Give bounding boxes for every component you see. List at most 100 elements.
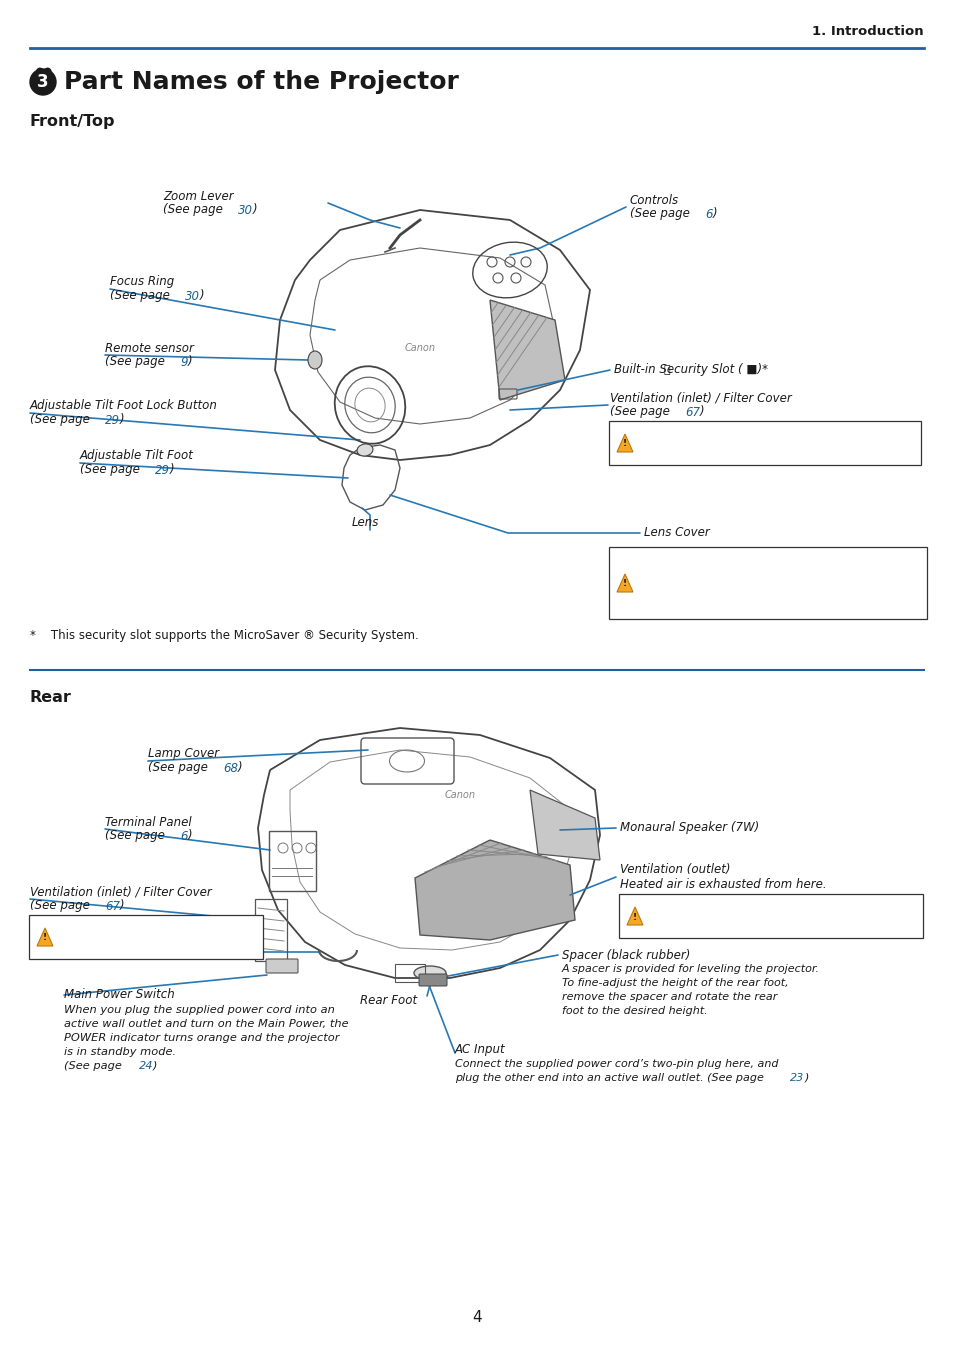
PathPatch shape (490, 301, 564, 400)
Text: 29: 29 (105, 414, 120, 426)
Text: Ventilation (outlet): Ventilation (outlet) (619, 864, 730, 876)
Text: ): ) (120, 899, 125, 913)
Text: or fire can result.: or fire can result. (649, 922, 743, 931)
Polygon shape (617, 574, 633, 592)
Text: Ventilation (inlet) / Filter Cover: Ventilation (inlet) / Filter Cover (609, 391, 791, 404)
Text: (See page: (See page (64, 1061, 126, 1072)
Text: 23: 23 (789, 1073, 803, 1082)
Text: ing projection. The cap can deform or: ing projection. The cap can deform or (639, 580, 837, 590)
Text: Lens: Lens (351, 515, 378, 528)
Text: plug the other end into an active wall outlet. (See page: plug the other end into an active wall o… (455, 1073, 766, 1082)
Polygon shape (626, 907, 642, 925)
Text: 6: 6 (180, 829, 188, 842)
FancyBboxPatch shape (266, 958, 297, 973)
Text: ): ) (700, 406, 704, 418)
Text: Monaural Speaker (7W): Monaural Speaker (7W) (619, 821, 759, 834)
Text: 24: 24 (139, 1061, 153, 1072)
FancyBboxPatch shape (608, 547, 926, 619)
FancyBboxPatch shape (608, 421, 920, 465)
Text: (See page: (See page (80, 464, 144, 476)
Text: !: ! (622, 439, 626, 449)
Text: POWER indicator turns orange and the projector: POWER indicator turns orange and the pro… (64, 1033, 339, 1043)
Ellipse shape (356, 443, 373, 456)
Text: Do not block this vent.: Do not block this vent. (639, 431, 762, 442)
Text: Terminal Panel: Terminal Panel (105, 816, 192, 829)
Text: ): ) (170, 464, 174, 476)
Text: 68: 68 (223, 762, 237, 775)
Text: 3: 3 (37, 73, 49, 92)
Text: ): ) (188, 829, 193, 842)
Text: Remote sensor: Remote sensor (105, 341, 193, 355)
FancyBboxPatch shape (418, 975, 447, 985)
Text: Troubles or fire can result.: Troubles or fire can result. (639, 449, 782, 458)
Ellipse shape (414, 967, 446, 980)
Text: Lamp Cover: Lamp Cover (148, 748, 219, 760)
Text: Troubles or fire can result.: Troubles or fire can result. (60, 942, 203, 953)
Text: (See page: (See page (30, 899, 93, 913)
Text: 4: 4 (472, 1310, 481, 1325)
Text: ): ) (200, 290, 204, 302)
Text: 1. Introduction: 1. Introduction (812, 26, 923, 38)
Text: ): ) (237, 762, 242, 775)
Text: (See page: (See page (110, 290, 173, 302)
Text: 30: 30 (237, 204, 253, 217)
Text: Focus Ring: Focus Ring (110, 275, 174, 288)
Text: ): ) (152, 1061, 157, 1072)
Text: *    This security slot supports the MicroSaver ® Security System.: * This security slot supports the MicroS… (30, 630, 418, 643)
Text: Rear: Rear (30, 690, 71, 705)
Text: Spacer (black rubber): Spacer (black rubber) (561, 949, 690, 961)
Text: ❣: ❣ (30, 67, 55, 97)
Circle shape (30, 69, 56, 94)
Text: ⚿: ⚿ (663, 365, 670, 375)
Text: !: ! (622, 580, 626, 589)
Text: Part Names of the Projector: Part Names of the Projector (64, 70, 458, 94)
Text: ): ) (712, 208, 717, 221)
Polygon shape (37, 927, 53, 946)
Text: When you plug the supplied power cord into an: When you plug the supplied power cord in… (64, 1006, 335, 1015)
Text: (See page: (See page (609, 406, 673, 418)
Text: A spacer is provided for leveling the projector.: A spacer is provided for leveling the pr… (561, 964, 820, 975)
Text: 30: 30 (185, 290, 200, 302)
Text: remove the spacer and rotate the rear: remove the spacer and rotate the rear (561, 992, 777, 1002)
Text: AC Input: AC Input (455, 1043, 505, 1057)
Text: ): ) (253, 204, 257, 217)
FancyBboxPatch shape (618, 894, 923, 938)
FancyBboxPatch shape (29, 915, 263, 958)
Text: 6: 6 (704, 208, 712, 221)
Text: !: ! (43, 934, 47, 942)
Text: Be sure to remove the lens cover dur-: Be sure to remove the lens cover dur- (639, 559, 839, 570)
Text: Adjustable Tilt Foot: Adjustable Tilt Foot (80, 449, 193, 462)
Text: ): ) (804, 1073, 808, 1082)
Text: Adjustable Tilt Foot Lock Button: Adjustable Tilt Foot Lock Button (30, 399, 217, 412)
Text: Front/Top: Front/Top (30, 115, 115, 129)
PathPatch shape (415, 840, 575, 940)
Polygon shape (617, 434, 633, 452)
Text: 9: 9 (180, 356, 188, 368)
Text: Main Power Switch: Main Power Switch (64, 988, 174, 1002)
Text: ): ) (120, 414, 125, 426)
Text: (See page: (See page (105, 356, 169, 368)
Text: Do not block this vent. Troubles: Do not block this vent. Troubles (649, 905, 821, 914)
Text: Ventilation (inlet) / Filter Cover: Ventilation (inlet) / Filter Cover (30, 886, 212, 899)
Text: Connect the supplied power cord’s two-pin plug here, and: Connect the supplied power cord’s two-pi… (455, 1060, 778, 1069)
Text: 29: 29 (154, 464, 170, 476)
Text: 67: 67 (105, 899, 120, 913)
Text: (See page: (See page (163, 204, 227, 217)
Text: active wall outlet and turn on the Main Power, the: active wall outlet and turn on the Main … (64, 1019, 348, 1029)
Text: Carrying Handle: Carrying Handle (152, 945, 248, 958)
Text: Canon: Canon (444, 790, 475, 799)
Text: (See page: (See page (629, 208, 693, 221)
Text: Lens Cover: Lens Cover (643, 527, 709, 539)
Text: foot to the desired height.: foot to the desired height. (561, 1006, 707, 1016)
Text: Controls: Controls (629, 194, 679, 206)
Text: (See page: (See page (148, 762, 212, 775)
Text: Canon: Canon (404, 342, 435, 353)
Text: is in standby mode.: is in standby mode. (64, 1047, 176, 1057)
Text: (See page: (See page (105, 829, 169, 842)
Text: Heated air is exhausted from here.: Heated air is exhausted from here. (619, 878, 825, 891)
Text: 67: 67 (684, 406, 700, 418)
Text: Do not block this vent.: Do not block this vent. (60, 926, 183, 936)
Text: Zoom Lever: Zoom Lever (163, 190, 233, 202)
Text: To fine-adjust the height of the rear foot,: To fine-adjust the height of the rear fo… (561, 979, 788, 988)
Text: fire can occur.: fire can occur. (639, 600, 714, 611)
